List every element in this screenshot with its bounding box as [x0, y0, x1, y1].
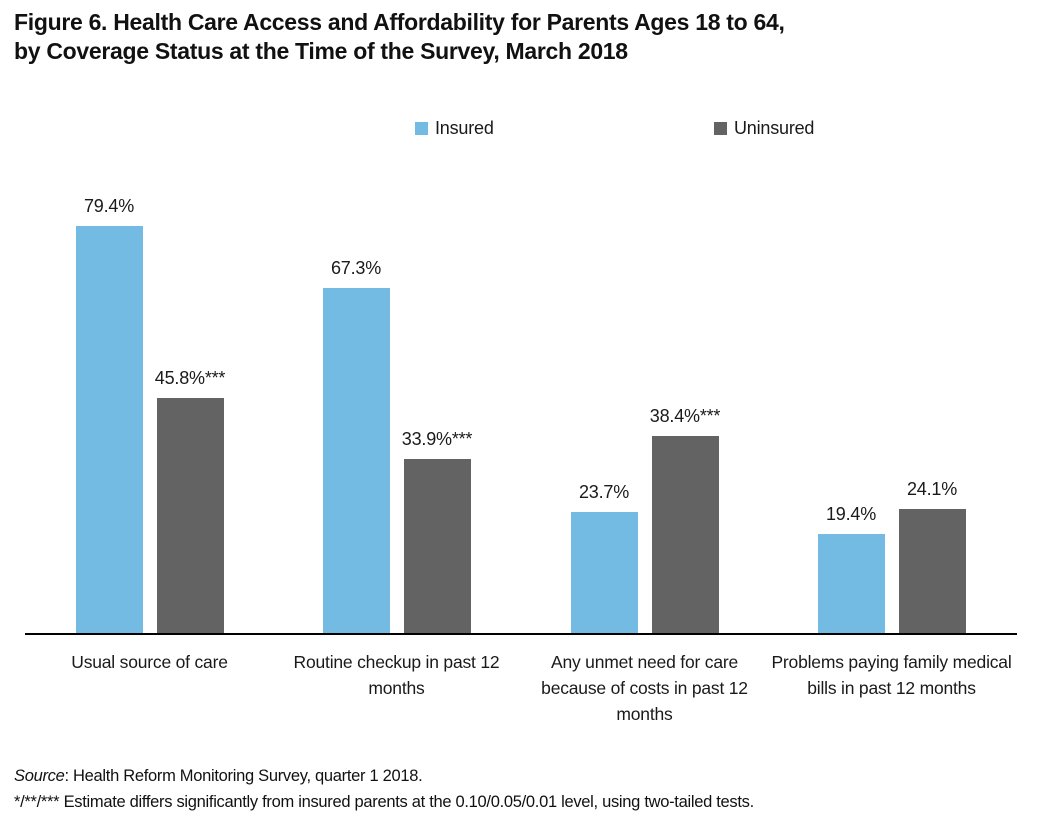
figure-title-line2: by Coverage Status at the Time of the Su…: [14, 38, 628, 64]
bar-value-label: 33.9%***: [401, 429, 473, 449]
legend: Insured Uninsured: [0, 118, 1041, 140]
source-label: Source: [14, 767, 65, 785]
x-axis-category-label: Problems paying family medical bills in …: [771, 652, 1012, 698]
plot-area: 79.4% 45.8%*** 67.3% 33.9%*** 23.7% 38.4%*** 1…: [25, 150, 1017, 633]
bar-value-label: 79.4%: [83, 196, 135, 216]
bar-value-label: 24.1%: [906, 479, 958, 499]
bar-insured-group2: 67.3%: [322, 258, 390, 633]
legend-label-insured: Insured: [435, 118, 494, 138]
significance-note: */**/*** Estimate differs significantly …: [14, 793, 754, 811]
x-axis-line: [25, 633, 1017, 635]
bar-value-label: 38.4%***: [649, 406, 721, 426]
bar-value-label: 23.7%: [578, 482, 630, 502]
x-axis-category-label: Routine checkup in past 12 months: [293, 652, 500, 698]
figure-title: Figure 6. Health Care Access and Afforda…: [14, 8, 1026, 66]
bar-uninsured-group1: 45.8%***: [154, 368, 226, 633]
legend-label-uninsured: Uninsured: [734, 118, 815, 138]
x-axis-category-label: Any unmet need for care because of costs…: [541, 652, 748, 724]
source-line: Source: Health Reform Monitoring Survey,…: [14, 763, 1026, 789]
bar-insured-group4: 19.4%: [817, 504, 885, 633]
bar-value-label: 45.8%***: [154, 368, 226, 388]
bar-value-label: 67.3%: [330, 258, 382, 278]
bar-uninsured-group4: 24.1%: [898, 479, 966, 633]
bar-uninsured-group3: 38.4%***: [649, 406, 721, 633]
x-axis-category-label: Usual source of care: [71, 652, 228, 672]
bar-insured-group3: 23.7%: [570, 482, 638, 633]
legend-item-insured: Insured: [415, 118, 494, 139]
insured-swatch-icon: [415, 122, 428, 135]
bar-value-label: 19.4%: [825, 504, 877, 524]
uninsured-swatch-icon: [714, 122, 727, 135]
legend-item-uninsured: Uninsured: [714, 118, 814, 139]
figure-title-line1: Figure 6. Health Care Access and Afforda…: [14, 9, 785, 35]
footer-notes: Source: Health Reform Monitoring Survey,…: [14, 763, 1026, 815]
bar-uninsured-group2: 33.9%***: [401, 429, 473, 633]
source-text: : Health Reform Monitoring Survey, quart…: [64, 767, 423, 785]
bar-insured-group1: 79.4%: [75, 196, 143, 633]
